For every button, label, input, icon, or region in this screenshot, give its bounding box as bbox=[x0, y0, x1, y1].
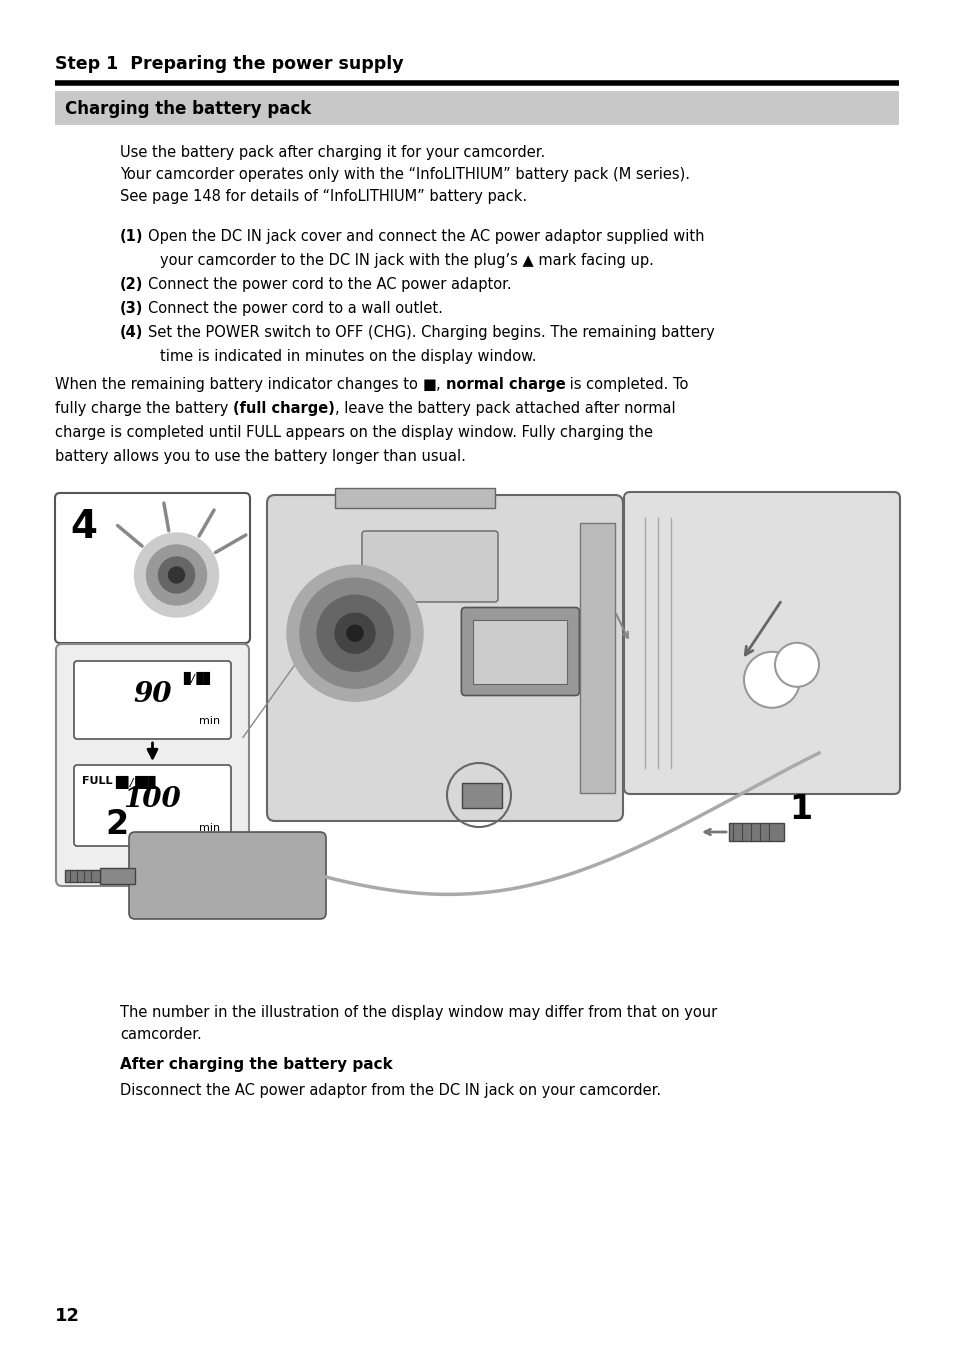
FancyBboxPatch shape bbox=[55, 493, 250, 644]
Text: Disconnect the AC power adaptor from the DC IN jack on your camcorder.: Disconnect the AC power adaptor from the… bbox=[120, 1083, 660, 1098]
Text: camcorder.: camcorder. bbox=[120, 1028, 201, 1042]
Text: (1): (1) bbox=[120, 228, 143, 243]
Text: When the remaining battery indicator changes to: When the remaining battery indicator cha… bbox=[55, 377, 422, 392]
Text: See page 148 for details of “InfoLITHIUM” battery pack.: See page 148 for details of “InfoLITHIUM… bbox=[120, 189, 527, 204]
Text: (4): (4) bbox=[120, 324, 143, 339]
Text: After charging the battery pack: After charging the battery pack bbox=[120, 1057, 393, 1072]
Text: Set the POWER switch to OFF (CHG). Charging begins. The remaining battery: Set the POWER switch to OFF (CHG). Charg… bbox=[148, 324, 714, 339]
Bar bbox=[335, 488, 495, 508]
Text: Charging the battery pack: Charging the battery pack bbox=[65, 100, 311, 118]
Bar bbox=[728, 823, 783, 841]
Text: Your camcorder operates only with the “InfoLITHIUM” battery pack (M series).: Your camcorder operates only with the “I… bbox=[120, 168, 689, 183]
Text: 100: 100 bbox=[124, 786, 181, 813]
FancyBboxPatch shape bbox=[267, 495, 622, 821]
Circle shape bbox=[158, 557, 194, 594]
Text: charge is completed until FULL appears on the display window. Fully charging the: charge is completed until FULL appears o… bbox=[55, 425, 652, 439]
Circle shape bbox=[287, 565, 422, 702]
Bar bbox=[65, 869, 100, 882]
Circle shape bbox=[299, 579, 410, 688]
Text: time is indicated in minutes on the display window.: time is indicated in minutes on the disp… bbox=[160, 349, 536, 364]
Text: █/██: █/██ bbox=[183, 672, 210, 685]
FancyBboxPatch shape bbox=[129, 831, 326, 919]
Text: 2: 2 bbox=[105, 808, 128, 841]
Text: Connect the power cord to the AC power adaptor.: Connect the power cord to the AC power a… bbox=[148, 277, 511, 292]
Text: 12: 12 bbox=[55, 1307, 80, 1325]
Text: ,: , bbox=[436, 377, 445, 392]
Circle shape bbox=[347, 625, 363, 641]
Text: (full charge): (full charge) bbox=[233, 402, 335, 416]
FancyBboxPatch shape bbox=[461, 607, 578, 695]
Text: Step 1  Preparing the power supply: Step 1 Preparing the power supply bbox=[55, 55, 403, 73]
Bar bbox=[473, 619, 567, 684]
Circle shape bbox=[774, 642, 818, 687]
Text: 90: 90 bbox=[133, 681, 172, 707]
Text: min: min bbox=[198, 717, 220, 726]
Bar bbox=[461, 783, 501, 808]
Text: 1: 1 bbox=[788, 794, 811, 826]
Text: Open the DC IN jack cover and connect the AC power adaptor supplied with: Open the DC IN jack cover and connect th… bbox=[148, 228, 703, 243]
Circle shape bbox=[316, 595, 393, 671]
Circle shape bbox=[169, 566, 184, 583]
Circle shape bbox=[743, 652, 800, 708]
Text: (3): (3) bbox=[120, 301, 143, 316]
Bar bbox=[55, 91, 898, 124]
Text: ██/███: ██/███ bbox=[115, 776, 155, 790]
Text: battery allows you to use the battery longer than usual.: battery allows you to use the battery lo… bbox=[55, 449, 465, 464]
FancyBboxPatch shape bbox=[623, 492, 899, 794]
Circle shape bbox=[134, 533, 218, 617]
FancyBboxPatch shape bbox=[56, 644, 249, 886]
Text: ■: ■ bbox=[422, 377, 436, 392]
Text: FULL: FULL bbox=[82, 776, 112, 786]
Bar bbox=[579, 523, 615, 794]
FancyBboxPatch shape bbox=[74, 661, 231, 740]
Circle shape bbox=[147, 545, 207, 604]
FancyBboxPatch shape bbox=[74, 765, 231, 846]
Bar bbox=[100, 868, 135, 883]
Text: normal charge: normal charge bbox=[445, 377, 565, 392]
Text: your camcorder to the DC IN jack with the plug’s ▲ mark facing up.: your camcorder to the DC IN jack with th… bbox=[160, 253, 653, 268]
Text: , leave the battery pack attached after normal: , leave the battery pack attached after … bbox=[335, 402, 675, 416]
Text: fully charge the battery: fully charge the battery bbox=[55, 402, 233, 416]
Text: min: min bbox=[198, 823, 220, 833]
Text: The number in the illustration of the display window may differ from that on you: The number in the illustration of the di… bbox=[120, 1005, 717, 1019]
FancyBboxPatch shape bbox=[361, 531, 497, 602]
Text: 4: 4 bbox=[70, 508, 97, 546]
Text: Use the battery pack after charging it for your camcorder.: Use the battery pack after charging it f… bbox=[120, 145, 545, 160]
Text: is completed. To: is completed. To bbox=[565, 377, 688, 392]
Text: Connect the power cord to a wall outlet.: Connect the power cord to a wall outlet. bbox=[148, 301, 442, 316]
Circle shape bbox=[335, 614, 375, 653]
Text: (2): (2) bbox=[120, 277, 143, 292]
